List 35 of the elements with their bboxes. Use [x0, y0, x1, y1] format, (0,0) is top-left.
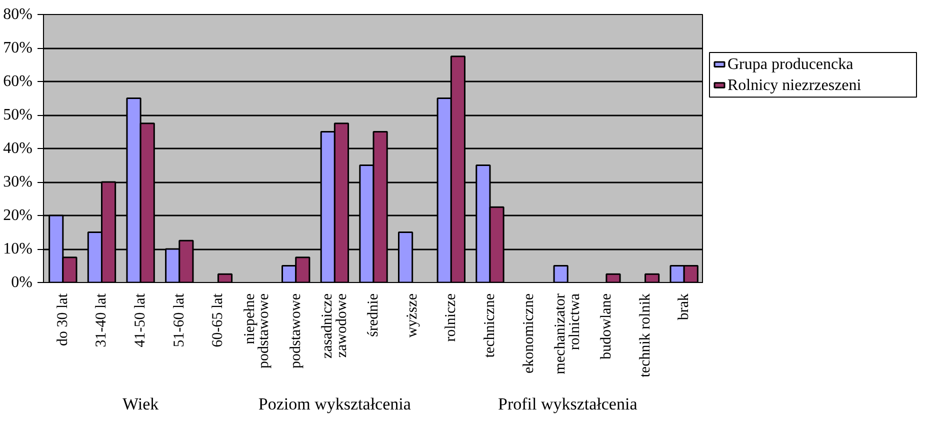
x-tick-label: podstawowe	[288, 293, 304, 368]
y-tick-label: 60%	[3, 73, 32, 90]
legend-label: Grupa producencka	[728, 56, 854, 73]
x-tick-label: 51-60 lat	[171, 292, 188, 348]
x-tick-label: niepełne podstawowe	[242, 293, 272, 368]
y-tick-label: 80%	[3, 6, 32, 23]
legend-label: Rolnicy niezrzeszeni	[728, 76, 862, 94]
bar	[553, 265, 568, 282]
y-tick-label: 40%	[3, 140, 32, 157]
x-tick-label: 60-65 lat	[210, 292, 226, 348]
x-tick-label: mechanizator rolnictwa	[552, 293, 583, 374]
x-tick-label: technik rolnik	[637, 293, 654, 378]
y-tick-label: 0%	[11, 274, 32, 291]
text: Poziom wykształcenia	[258, 394, 412, 414]
x-tick-label: 31-40 lat	[94, 292, 110, 348]
x-tick-label: budowlane	[598, 293, 614, 360]
x-tick-label: techniczne	[482, 293, 498, 358]
x-tick-label: brak	[676, 293, 692, 320]
y-tick-label: 30%	[3, 174, 32, 190]
y-tick-label: 20%	[3, 207, 32, 224]
bar	[217, 273, 233, 282]
x-tick-label: ekonomiczne	[520, 293, 537, 374]
y-tick-label: 10%	[3, 240, 32, 258]
x-tick-label: zasadnicze zawodowe	[319, 293, 350, 358]
x-tick-label: średnie	[366, 293, 382, 337]
x-tick-label: rolnicze	[443, 293, 460, 342]
bar	[644, 273, 660, 282]
y-tick-label: 50%	[3, 106, 32, 124]
x-tick-label: wyższe	[404, 293, 420, 338]
text: Profil wykształcenia	[498, 394, 638, 414]
x-tick-label: do 30 lat	[54, 292, 71, 346]
text: Wiek	[122, 394, 160, 414]
x-tick-label: 41-50 lat	[132, 292, 149, 348]
bar	[606, 273, 621, 282]
y-tick-label: 70%	[3, 40, 32, 56]
